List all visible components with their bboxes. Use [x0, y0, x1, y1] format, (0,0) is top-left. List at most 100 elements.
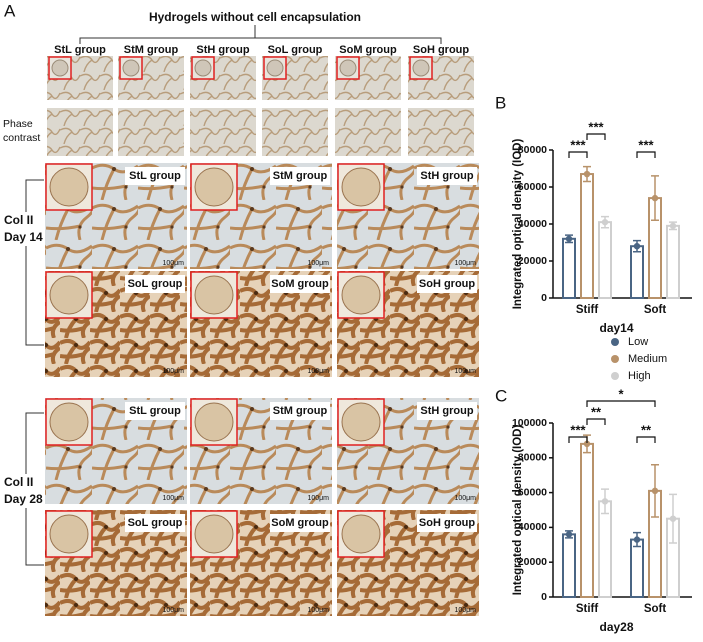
x-tick-label: Stiff: [576, 603, 599, 615]
legend-label: Low: [628, 336, 648, 348]
inset-gel: [339, 59, 357, 77]
scale-bar: 100μm: [162, 607, 184, 614]
bracket: [79, 25, 442, 44]
y-tick-label: 60000: [518, 181, 547, 193]
bar: [598, 500, 612, 598]
label-box: [417, 402, 477, 420]
inset-gel: [194, 167, 234, 207]
inset-gel: [341, 514, 381, 554]
y-tick-label: 100000: [512, 417, 547, 429]
sig-bracket: [636, 151, 656, 158]
sig-label: **: [641, 422, 652, 437]
bar-mean-dot: [565, 235, 573, 242]
sig-label: **: [591, 404, 602, 419]
bar-mean-dot: [583, 440, 591, 448]
scale-bar: 100μm: [454, 495, 476, 502]
bar-mean-dot: [669, 515, 677, 522]
sig-bracket: [586, 400, 656, 407]
x-axis-title: day14: [599, 321, 633, 335]
phase-image: [335, 108, 401, 156]
tile-label: StM group: [273, 170, 328, 182]
y-tick-label: 80000: [518, 452, 547, 464]
group-label: StM group: [124, 44, 179, 56]
phase-image: [47, 108, 113, 156]
label-bg: [1, 474, 43, 508]
bar: [630, 245, 644, 299]
sig-bracket: [586, 133, 606, 140]
sig-label: ***: [570, 422, 586, 437]
tile-label: SoL group: [128, 517, 183, 529]
group-label: StL group: [54, 44, 106, 56]
inset-gel: [49, 514, 89, 554]
x-axis-title: day28: [599, 620, 633, 634]
bar-mean-dot: [601, 218, 609, 226]
tile-label: StM group: [273, 405, 328, 417]
y-tick-label: 20000: [518, 556, 547, 568]
inset-gel: [49, 275, 89, 315]
scale-bar: 100μm: [454, 260, 476, 267]
label-bg: [1, 212, 43, 246]
label-box: [125, 514, 185, 532]
bar-mean-dot: [651, 487, 659, 495]
y-axis-title: Integrated optical density (IOD): [512, 425, 524, 596]
tile-label: StH group: [420, 170, 473, 182]
phase-image: [190, 108, 256, 156]
scale-bar: 100μm: [162, 495, 184, 502]
legend-swatch: [611, 372, 619, 380]
inset-gel: [341, 275, 381, 315]
legend-swatch: [611, 355, 619, 363]
scale-bar: 100μm: [307, 495, 329, 502]
y-tick-label: 0: [541, 591, 547, 603]
row-label: Col II: [4, 213, 33, 227]
label-box: [270, 167, 330, 185]
x-tick-label: Soft: [644, 603, 667, 615]
bar-mean-dot: [565, 531, 573, 538]
bar: [666, 224, 680, 300]
inset-gel: [194, 59, 212, 77]
y-tick-label: 20000: [518, 255, 547, 267]
row-label: Day 14: [4, 230, 43, 244]
group-label: SoH group: [413, 44, 469, 56]
panel-label: B: [495, 93, 506, 112]
scale-bar: 100μm: [307, 607, 329, 614]
scale-bar: 100μm: [307, 368, 329, 375]
bar: [580, 173, 594, 299]
bar: [598, 221, 612, 299]
label-box: [417, 275, 477, 293]
bar: [562, 237, 576, 300]
group-label: SoL group: [268, 44, 323, 56]
sig-bracket: [568, 151, 588, 158]
y-tick-label: 0: [541, 292, 547, 304]
bar-mean-dot: [669, 222, 677, 230]
inset-gel: [122, 59, 140, 77]
inset-gel: [412, 59, 430, 77]
legend-label: High: [628, 370, 651, 382]
group-label: SoM group: [339, 44, 397, 56]
sig-label: ***: [588, 119, 604, 134]
y-tick-label: 40000: [518, 521, 547, 533]
inset-gel: [51, 59, 69, 77]
group-label: StH group: [196, 44, 249, 56]
tile-label: StH group: [420, 405, 473, 417]
y-tick-label: 80000: [518, 144, 547, 156]
tile-label: StL group: [129, 170, 181, 182]
bar-mean-dot: [601, 498, 609, 505]
label-box: [270, 402, 330, 420]
bar-mean-dot: [651, 194, 659, 202]
bar-mean-dot: [633, 243, 641, 250]
sig-bracket: [586, 418, 606, 425]
sig-label: ***: [638, 137, 654, 152]
label-box: [125, 167, 185, 185]
sig-bracket: [568, 436, 588, 443]
scale-bar: 100μm: [307, 260, 329, 267]
panel-title: Hydrogels without cell encapsulation: [149, 10, 361, 24]
legend-label: Medium: [628, 353, 667, 365]
inset-gel: [49, 167, 89, 207]
bar: [580, 442, 594, 598]
tile-label: SoH group: [419, 278, 475, 290]
phase-image: [118, 108, 184, 156]
bar-mean-dot: [583, 170, 591, 178]
scale-bar: 100μm: [454, 607, 476, 614]
